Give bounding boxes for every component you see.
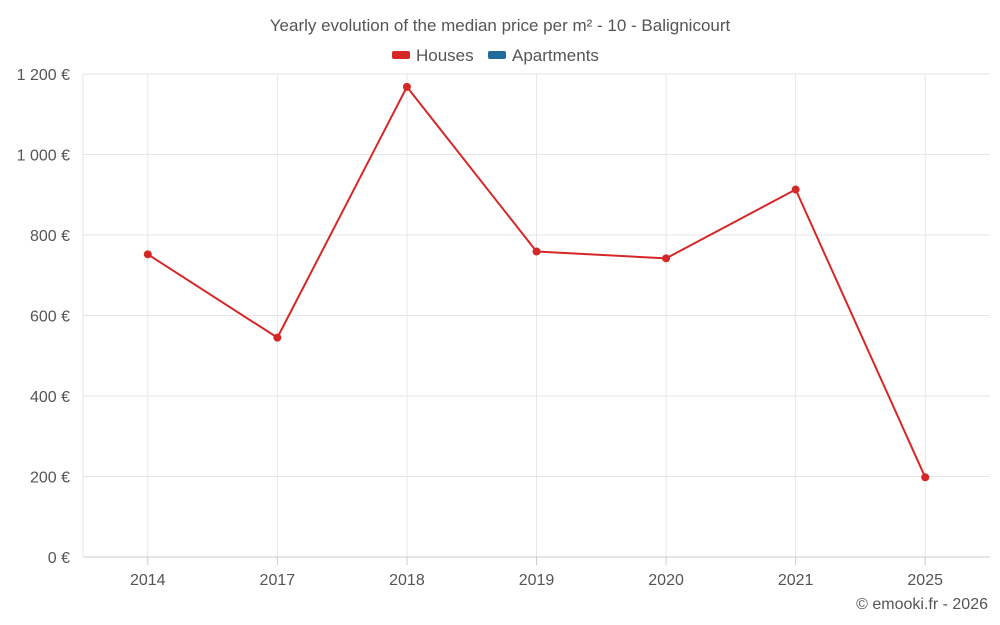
credit-text: © emooki.fr - 2026 (856, 596, 988, 613)
y-tick-label: 600 € (30, 309, 70, 326)
axes: 0 € 200 € 400 € 600 € 800 € 1 000 € 1 200 € 201… (17, 67, 990, 589)
data-point-houses[interactable] (921, 473, 930, 482)
legend-label-houses: Houses (416, 46, 474, 65)
data-point-houses[interactable] (143, 250, 152, 259)
x-tick-label: 2014 (130, 572, 166, 589)
legend-swatch-apartments (488, 51, 506, 59)
series (143, 82, 930, 482)
x-tick-label: 2018 (389, 572, 425, 589)
data-point-houses[interactable] (402, 82, 411, 91)
y-tick-label: 1 200 € (17, 67, 70, 84)
y-tick-label: 400 € (30, 389, 70, 406)
grid (82, 73, 990, 557)
x-tick-label: 2021 (778, 572, 814, 589)
data-point-houses[interactable] (273, 333, 282, 342)
data-point-houses[interactable] (791, 185, 800, 194)
data-point-houses[interactable] (532, 247, 541, 256)
legend-item-houses[interactable]: Houses (392, 46, 474, 65)
x-tick-label: 2017 (260, 572, 296, 589)
x-tick-label: 2020 (648, 572, 684, 589)
y-tick-label: 0 € (48, 550, 70, 567)
data-point-houses[interactable] (662, 254, 671, 263)
y-tick-label: 1 000 € (17, 148, 70, 165)
chart-title: Yearly evolution of the median price per… (270, 16, 731, 35)
legend-label-apartments: Apartments (512, 46, 599, 65)
legend-swatch-houses (392, 51, 410, 59)
y-tick-label: 200 € (30, 470, 70, 487)
x-tick-label: 2025 (907, 572, 943, 589)
legend: Houses Apartments (392, 46, 599, 65)
y-tick-label: 800 € (30, 228, 70, 245)
legend-item-apartments[interactable]: Apartments (488, 46, 599, 65)
x-tick-label: 2019 (519, 572, 555, 589)
